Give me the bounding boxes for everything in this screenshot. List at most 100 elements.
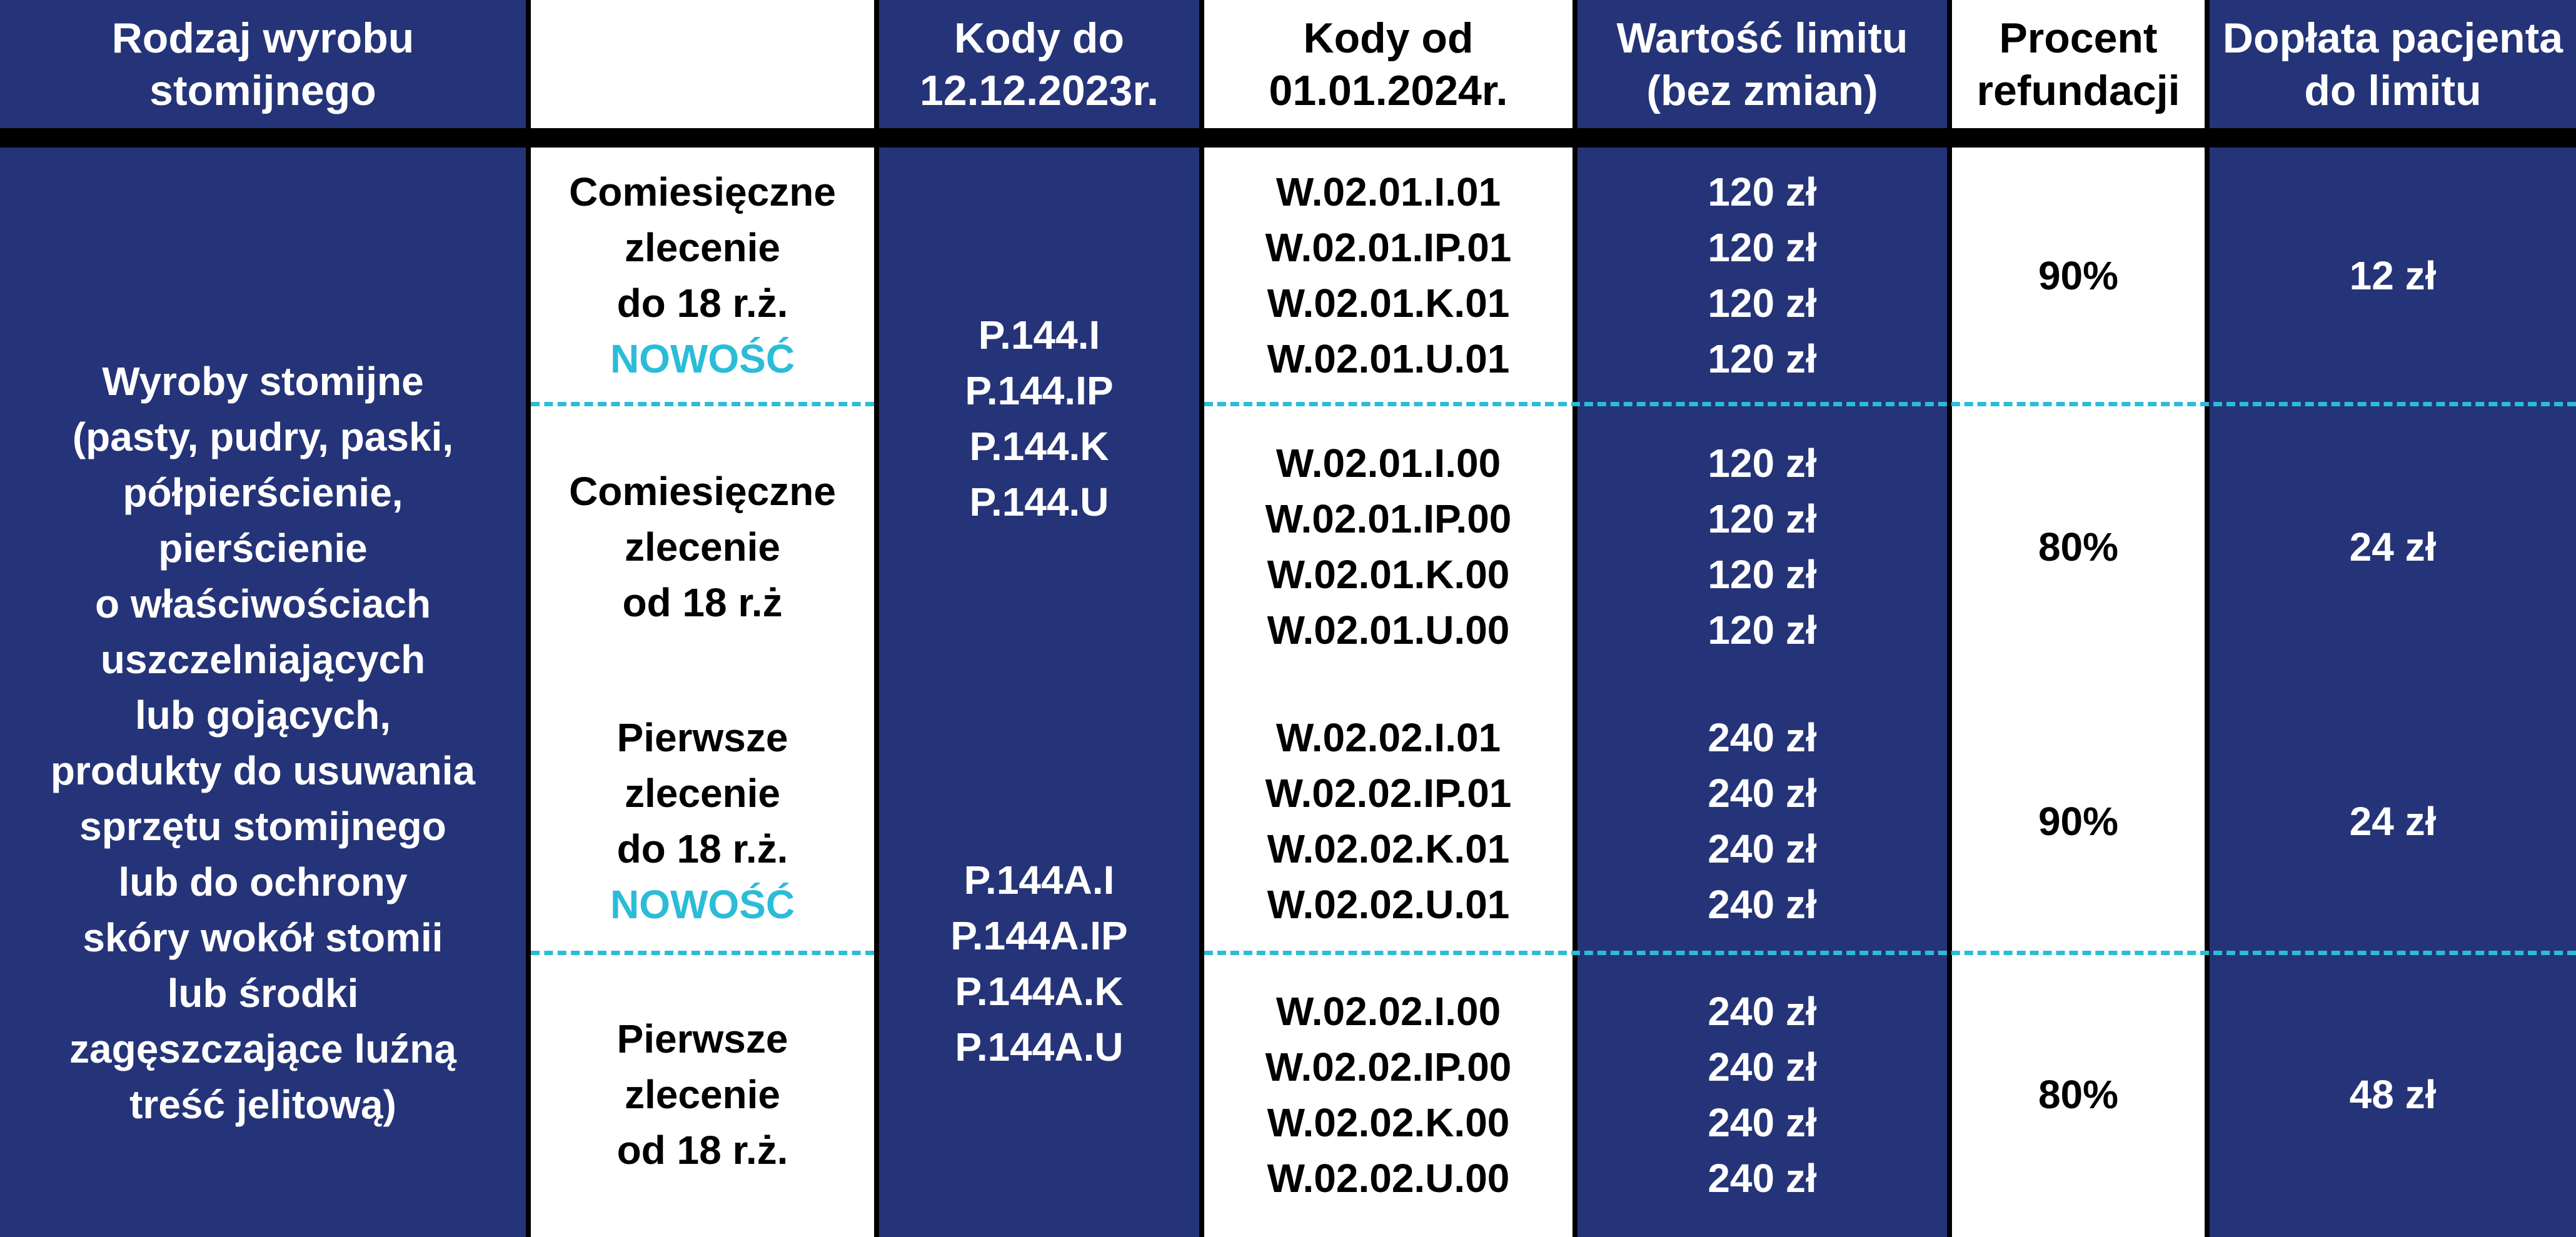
percent-cell: 80% bbox=[1952, 953, 2205, 1237]
header-text: 01.01.2024r. bbox=[1269, 66, 1508, 114]
order-type-cell: Pierwsze zlecenie do 18 r.ż. NOWOŚĆ bbox=[531, 690, 874, 953]
limit-value: 240 zł bbox=[1708, 1044, 1817, 1089]
old-code: P.144A.IP bbox=[950, 913, 1128, 958]
new-code: W.02.02.I.01 bbox=[1275, 715, 1501, 760]
new-code: W.02.01.I.00 bbox=[1275, 441, 1501, 486]
header-col5: Wartość limitu (bez zmian) bbox=[1577, 0, 1947, 128]
order-text: zlecenie bbox=[624, 1072, 781, 1117]
order-type-cell: Pierwsze zlecenie od 18 r.ż. bbox=[531, 953, 874, 1237]
new-code: W.02.01.U.00 bbox=[1267, 608, 1510, 653]
new-badge: NOWOŚĆ bbox=[610, 336, 795, 381]
header-text: refundacji bbox=[1976, 66, 2180, 114]
old-codes-cell: P.144A.I P.144A.IP P.144A.K P.144A.U bbox=[879, 690, 1199, 1237]
product-text: o właściwościach bbox=[94, 581, 431, 626]
copay-value: 48 zł bbox=[2349, 1072, 2437, 1117]
copay-value: 24 zł bbox=[2349, 524, 2437, 569]
order-text: Comiesięczne bbox=[569, 169, 836, 214]
limit-value: 120 zł bbox=[1708, 281, 1817, 326]
product-text: uszczelniających bbox=[100, 637, 426, 682]
new-code: W.02.02.IP.01 bbox=[1265, 771, 1512, 816]
limit-value: 120 zł bbox=[1708, 496, 1817, 541]
new-code: W.02.01.K.01 bbox=[1267, 281, 1510, 326]
order-text: do 18 r.ż. bbox=[616, 281, 788, 326]
order-type-cell: Comiesięczne zlecenie od 18 r.ż bbox=[531, 404, 874, 690]
percent-cell: 90% bbox=[1952, 690, 2205, 953]
header-text: 12.12.2023r. bbox=[920, 66, 1159, 114]
header-text: Dopłata pacjenta bbox=[2222, 14, 2563, 62]
new-code: W.02.02.I.00 bbox=[1275, 988, 1501, 1034]
dashed-divider bbox=[531, 951, 874, 955]
order-text: Comiesięczne bbox=[569, 468, 836, 514]
old-code: P.144A.I bbox=[963, 857, 1115, 903]
order-type-cell: Comiesięczne zlecenie do 18 r.ż. NOWOŚĆ bbox=[531, 148, 874, 404]
new-codes-cell: W.02.02.I.00 W.02.02.IP.00 W.02.02.K.00 W.0… bbox=[1204, 953, 1572, 1237]
product-text: zagęszczające luźną bbox=[69, 1026, 456, 1071]
new-codes-cell: W.02.01.I.00 W.02.01.IP.00 W.02.01.K.00 W.0… bbox=[1204, 404, 1572, 690]
new-code: W.02.01.K.00 bbox=[1267, 552, 1510, 597]
old-code: P.144.IP bbox=[965, 368, 1114, 413]
dashed-divider bbox=[1204, 402, 2576, 406]
product-text: (pasty, pudry, paski, bbox=[72, 414, 454, 459]
header-text: Kody od bbox=[1303, 14, 1474, 62]
dashed-divider bbox=[1204, 951, 2576, 955]
limit-value: 120 zł bbox=[1708, 608, 1817, 653]
header-text: Wartość limitu bbox=[1616, 14, 1908, 62]
product-text: lub do ochrony bbox=[118, 859, 408, 904]
old-code: P.144.U bbox=[969, 479, 1109, 524]
limit-value: 240 zł bbox=[1708, 1099, 1817, 1145]
new-code: W.02.02.IP.00 bbox=[1265, 1044, 1512, 1089]
order-text: zlecenie bbox=[624, 524, 781, 569]
header-text: stomijnego bbox=[149, 66, 376, 114]
old-code: P.144A.K bbox=[955, 968, 1124, 1014]
new-code: W.02.02.U.00 bbox=[1267, 1155, 1510, 1201]
copay-value: 12 zł bbox=[2349, 253, 2437, 298]
limit-value: 240 zł bbox=[1708, 1155, 1817, 1201]
product-text: treść jelitową) bbox=[129, 1082, 396, 1127]
header-col2 bbox=[531, 0, 874, 128]
new-code: W.02.01.U.01 bbox=[1267, 336, 1510, 381]
order-text: Pierwsze bbox=[616, 1016, 788, 1061]
new-code: W.02.01.I.01 bbox=[1275, 169, 1501, 214]
limit-value: 240 zł bbox=[1708, 988, 1817, 1034]
limit-value: 120 zł bbox=[1708, 336, 1817, 381]
order-text: zlecenie bbox=[624, 771, 781, 816]
copay-cell: 48 zł bbox=[2210, 953, 2576, 1237]
copay-cell: 24 zł bbox=[2210, 404, 2576, 690]
copay-cell: 12 zł bbox=[2210, 148, 2576, 404]
header-text: (bez zmian) bbox=[1646, 66, 1878, 114]
old-code: P.144.I bbox=[978, 313, 1100, 358]
limit-value: 240 zł bbox=[1708, 826, 1817, 871]
dashed-divider bbox=[531, 402, 874, 406]
new-code: W.02.02.K.00 bbox=[1267, 1099, 1510, 1145]
header-text: Rodzaj wyrobu bbox=[111, 14, 415, 62]
order-text: do 18 r.ż. bbox=[616, 826, 788, 871]
limit-cell: 120 zł 120 zł 120 zł 120 zł bbox=[1577, 404, 1947, 690]
limit-value: 120 zł bbox=[1708, 552, 1817, 597]
limit-value: 240 zł bbox=[1708, 882, 1817, 927]
limit-value: 240 zł bbox=[1708, 771, 1817, 816]
product-type-cell: Wyroby stomijne (pasty, pudry, paski, półp… bbox=[0, 148, 526, 1237]
header-col1: Rodzaj wyrobu stomijnego bbox=[0, 0, 526, 128]
header-col3: Kody do 12.12.2023r. bbox=[879, 0, 1199, 128]
new-code: W.02.02.U.01 bbox=[1267, 882, 1510, 927]
new-code: W.02.02.K.01 bbox=[1267, 826, 1510, 871]
refund-percent: 80% bbox=[2038, 1072, 2119, 1117]
limit-cell: 240 zł 240 zł 240 zł 240 zł bbox=[1577, 953, 1947, 1237]
refund-percent: 90% bbox=[2038, 253, 2119, 298]
limit-value: 120 zł bbox=[1708, 225, 1817, 270]
old-code: P.144.K bbox=[969, 424, 1109, 469]
refund-percent: 80% bbox=[2038, 524, 2119, 569]
product-text: lub gojących, bbox=[135, 693, 391, 738]
order-text: od 18 r.ż. bbox=[616, 1128, 788, 1173]
limit-value: 240 zł bbox=[1708, 715, 1817, 760]
header-col7: Dopłata pacjenta do limitu bbox=[2210, 0, 2576, 128]
copay-cell: 24 zł bbox=[2210, 690, 2576, 953]
refund-percent: 90% bbox=[2038, 798, 2119, 844]
old-code: P.144A.U bbox=[955, 1024, 1124, 1069]
header-text: Procent bbox=[1999, 14, 2158, 62]
header-text: Kody do bbox=[954, 14, 1124, 62]
product-text: Wyroby stomijne bbox=[102, 359, 424, 404]
product-text: półpierścienie, bbox=[123, 470, 403, 515]
percent-cell: 90% bbox=[1952, 148, 2205, 404]
limit-value: 120 zł bbox=[1708, 169, 1817, 214]
